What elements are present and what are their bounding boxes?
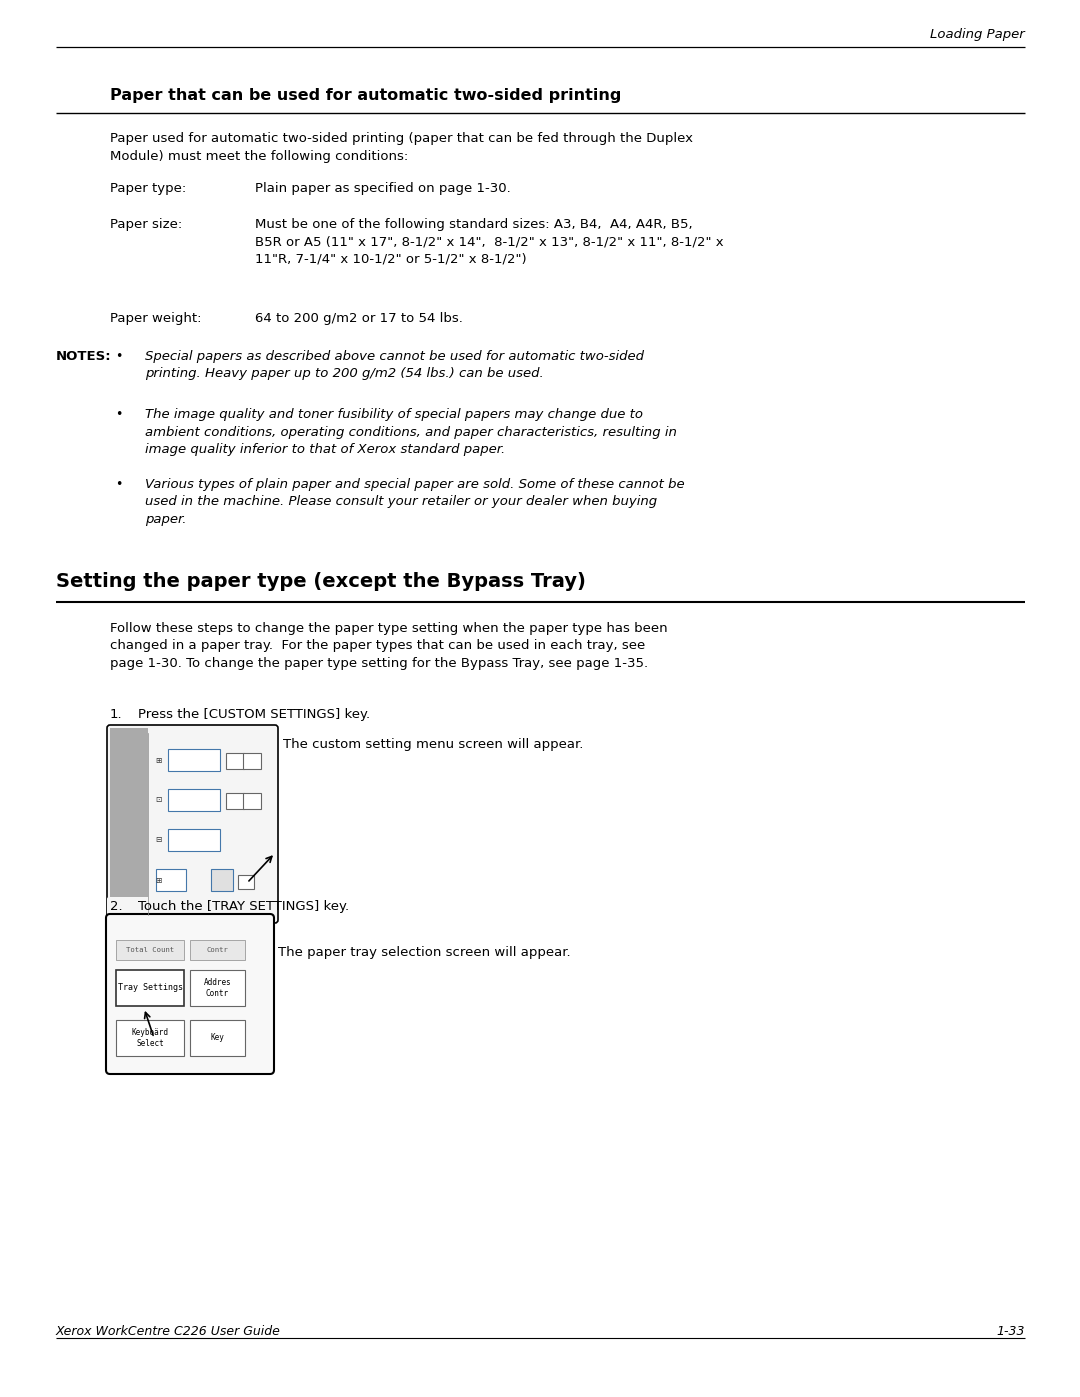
Text: •: • [114,478,122,490]
Text: •: • [114,351,122,363]
Bar [243,753,261,768]
Bar [168,749,220,771]
Text: Tray Settings: Tray Settings [118,983,183,992]
Text: The image quality and toner fusibility of special papers may change due to
ambie: The image quality and toner fusibility o… [145,408,677,455]
Bar [226,793,244,809]
Text: Xerox WorkCentre C226 User Guide: Xerox WorkCentre C226 User Guide [56,1324,281,1338]
Text: NOTES:: NOTES: [56,351,111,363]
Text: Press the [CUSTOM SETTINGS] key.: Press the [CUSTOM SETTINGS] key. [138,708,370,721]
Bar [226,753,244,768]
Bar [243,793,261,809]
Bar [211,869,233,891]
Text: Special papers as described above cannot be used for automatic two-sided
printin: Special papers as described above cannot… [145,351,644,380]
Text: Various types of plain paper and special paper are sold. Some of these cannot be: Various types of plain paper and special… [145,478,685,527]
Text: Contr: Contr [206,947,229,953]
Text: 2.: 2. [110,900,123,914]
Text: Paper weight:: Paper weight: [110,312,210,326]
FancyBboxPatch shape [106,914,274,1074]
Text: Key: Key [211,1034,225,1042]
Text: Plain paper as specified on page 1-30.: Plain paper as specified on page 1-30. [255,182,511,196]
Text: ⊟: ⊟ [154,835,161,845]
FancyBboxPatch shape [107,897,151,923]
Text: ⊞: ⊞ [154,876,161,884]
Text: Total Count: Total Count [126,947,174,953]
Text: Must be one of the following standard sizes: A3, B4,  A4, A4R, B5,
B5R or A5 (11: Must be one of the following standard si… [255,218,724,265]
Text: Paper size:: Paper size: [110,218,183,231]
Text: 1.: 1. [110,708,123,721]
Text: Follow these steps to change the paper type setting when the paper type has been: Follow these steps to change the paper t… [110,622,667,671]
Text: The paper tray selection screen will appear.: The paper tray selection screen will app… [278,946,570,958]
Text: Paper type:: Paper type: [110,182,186,196]
Text: Setting the paper type (except the Bypass Tray): Setting the paper type (except the Bypas… [56,571,585,591]
Text: 1-33: 1-33 [997,1324,1025,1338]
Text: Paper that can be used for automatic two-sided printing: Paper that can be used for automatic two… [110,88,621,103]
Text: The custom setting menu screen will appear.: The custom setting menu screen will appe… [283,738,583,752]
Bar [110,728,148,921]
Bar [116,970,184,1006]
Bar [168,828,220,851]
Bar [168,789,220,812]
Text: ⊡: ⊡ [154,795,161,805]
Text: Paper used for automatic two-sided printing (paper that can be fed through the D: Paper used for automatic two-sided print… [110,131,693,162]
Text: Addres
Contr: Addres Contr [204,978,231,997]
Text: Touch the [TRAY SETTINGS] key.: Touch the [TRAY SETTINGS] key. [138,900,349,914]
Bar [190,1020,245,1056]
Text: •: • [114,408,122,420]
FancyBboxPatch shape [107,725,278,923]
Bar [190,970,245,1006]
Bar [156,869,186,891]
Bar [238,875,254,888]
Bar [116,940,184,960]
Bar [116,1020,184,1056]
Text: Keyboärd
Select: Keyboärd Select [132,1028,168,1048]
Text: 64 to 200 g/m2 or 17 to 54 lbs.: 64 to 200 g/m2 or 17 to 54 lbs. [255,312,463,326]
Bar [190,940,245,960]
Text: ⊞: ⊞ [154,756,161,764]
Text: Loading Paper: Loading Paper [930,28,1025,41]
